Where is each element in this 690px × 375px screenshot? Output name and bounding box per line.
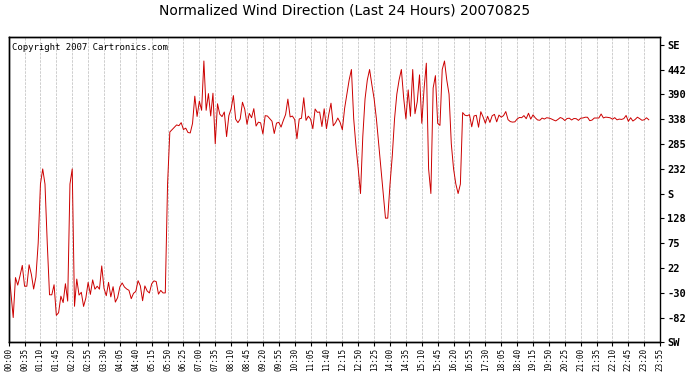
Text: Normalized Wind Direction (Last 24 Hours) 20070825: Normalized Wind Direction (Last 24 Hours… — [159, 4, 531, 18]
Text: Copyright 2007 Cartronics.com: Copyright 2007 Cartronics.com — [12, 44, 168, 52]
